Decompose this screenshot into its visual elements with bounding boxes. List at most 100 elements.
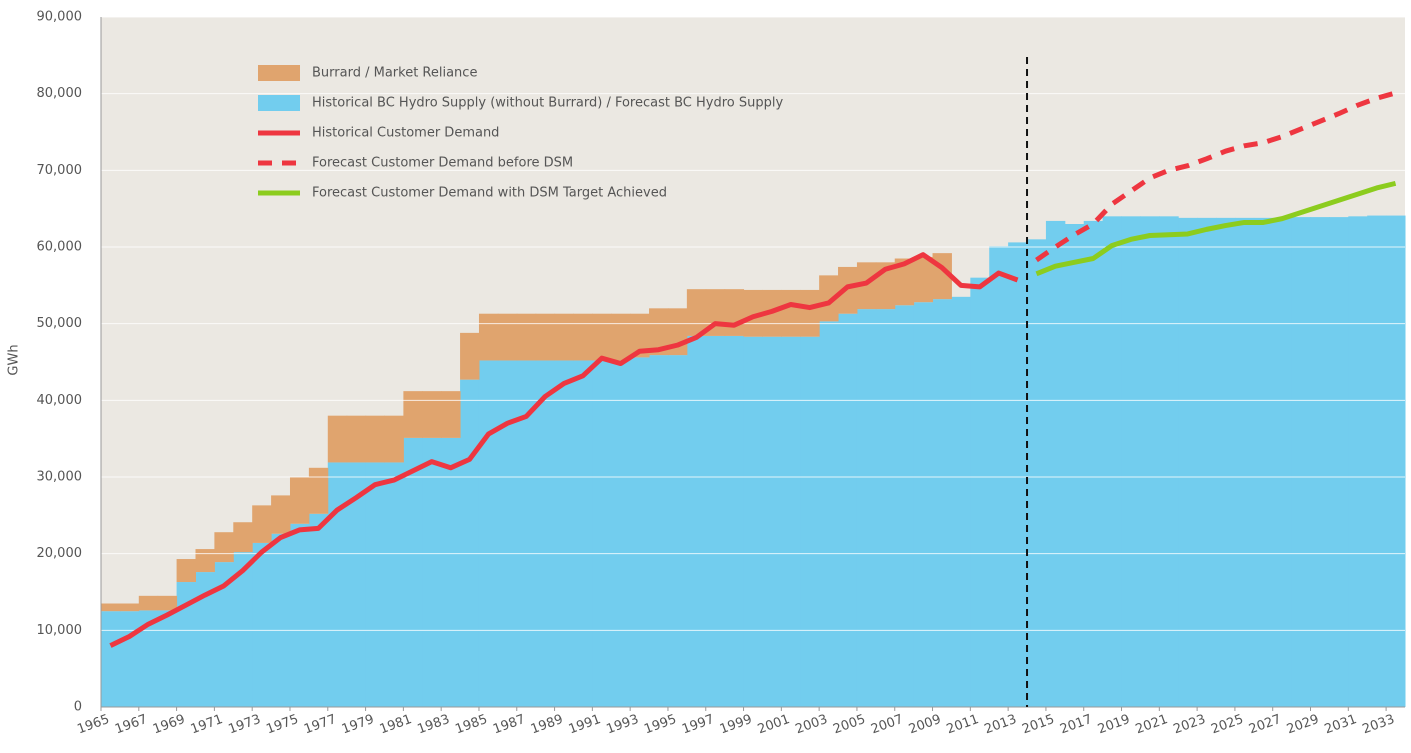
x-tick-label: 1991: [567, 712, 603, 737]
area-step: [705, 335, 726, 707]
area-step: [611, 360, 631, 707]
x-tick-label: 2029: [1285, 712, 1321, 737]
line: [109, 252, 1019, 648]
x-tick-label: 1979: [340, 712, 376, 737]
area-step: [478, 313, 499, 361]
area-step: [308, 513, 329, 707]
x-tick-label: 2019: [1096, 712, 1132, 737]
area-step: [327, 415, 348, 463]
area-step: [403, 391, 423, 438]
area-step: [630, 357, 650, 707]
area-step: [970, 277, 990, 707]
area-step: [743, 336, 763, 707]
area-step: [554, 313, 574, 361]
x-tick-label: 2003: [793, 712, 829, 737]
area-step: [478, 360, 499, 707]
area-step: [856, 262, 877, 310]
area-step: [441, 437, 461, 707]
legend-label: Burrard / Market Reliance: [312, 66, 477, 81]
area-step: [157, 595, 178, 611]
area-step: [932, 299, 952, 707]
area-step: [913, 302, 934, 707]
area-step: [365, 415, 385, 463]
x-tick-label: 2017: [1058, 712, 1094, 737]
area-step: [1216, 217, 1236, 707]
x-tick-label: 2009: [907, 712, 943, 737]
x-tick-label: 2021: [1134, 712, 1170, 737]
area-step: [1348, 216, 1368, 708]
area-step: [1159, 216, 1179, 708]
area-step: [346, 462, 367, 707]
y-tick-label: 40,000: [37, 393, 83, 408]
area-step: [781, 289, 801, 337]
area-step: [214, 562, 234, 707]
x-tick-label: 2025: [1209, 712, 1245, 737]
area-step: [1178, 217, 1198, 707]
area-step: [138, 595, 159, 611]
legend-label: Forecast Customer Demand with DSM Target…: [312, 186, 667, 201]
area-step: [346, 415, 367, 463]
area-step: [554, 360, 574, 707]
x-tick-label: 1983: [416, 712, 452, 737]
area-step: [460, 332, 480, 380]
area-step: [1253, 217, 1274, 707]
area-step: [649, 355, 669, 707]
area-step: [951, 296, 971, 707]
area-step: [875, 309, 896, 707]
area-step: [535, 360, 556, 707]
line: [1035, 90, 1397, 263]
area-step: [573, 360, 593, 707]
y-tick-label: 90,000: [37, 10, 83, 25]
area-step: [422, 437, 442, 707]
area-step: [743, 289, 763, 337]
line: [1035, 180, 1397, 277]
x-tick-label: 1989: [529, 712, 565, 737]
area-step: [1027, 239, 1047, 708]
legend-swatch: [258, 65, 300, 81]
area-step: [516, 360, 537, 707]
x-tick-label: 1987: [491, 712, 527, 737]
x-tick-label: 2023: [1171, 712, 1207, 737]
area-step: [195, 549, 215, 573]
area-step: [649, 308, 669, 356]
x-tick-label: 1969: [151, 712, 187, 737]
area-step: [1234, 217, 1255, 707]
area-step: [686, 289, 707, 336]
area-step: [233, 552, 253, 707]
area-step: [611, 313, 631, 361]
area-step: [289, 523, 310, 707]
y-tick-label: 70,000: [37, 163, 83, 178]
area-step: [762, 336, 782, 707]
legend-label: Forecast Customer Demand before DSM: [312, 156, 573, 171]
area-step: [667, 355, 688, 707]
y-tick-label: 50,000: [37, 316, 83, 331]
area-step: [497, 360, 518, 707]
x-tick-label: 2007: [869, 712, 905, 737]
area-step: [422, 391, 442, 438]
area-step: [138, 610, 159, 707]
x-tick-label: 2033: [1360, 712, 1396, 737]
area-step: [252, 542, 272, 707]
area-step: [630, 313, 650, 358]
x-tick-label: 1999: [718, 712, 754, 737]
x-tick-label: 2001: [756, 712, 792, 737]
area-step: [384, 415, 404, 463]
x-tick-label: 1981: [378, 712, 414, 737]
area-step: [365, 462, 385, 707]
area-step: [176, 559, 196, 583]
area-step: [686, 335, 707, 707]
x-tick-label: 1973: [227, 712, 263, 737]
area-step: [819, 321, 839, 707]
area-step: [289, 477, 310, 524]
x-tick-label: 1977: [302, 712, 338, 737]
area-step: [838, 266, 858, 314]
area-step: [119, 611, 140, 707]
area-step: [819, 275, 839, 322]
area-step: [497, 313, 518, 361]
area-step: [516, 313, 537, 361]
y-tick-label: 20,000: [37, 546, 83, 561]
area-step: [384, 462, 404, 707]
area-step: [214, 532, 234, 563]
area-step: [1291, 217, 1312, 707]
